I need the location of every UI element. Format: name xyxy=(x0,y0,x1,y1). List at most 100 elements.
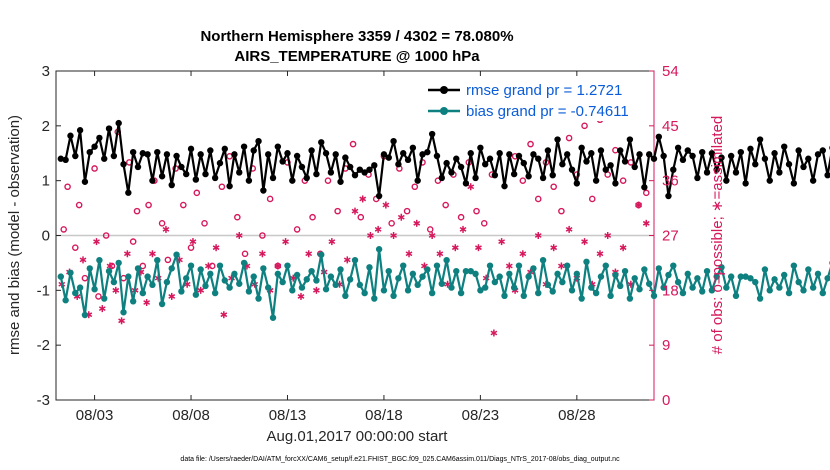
rmse-point xyxy=(679,156,687,164)
rmse-point xyxy=(592,177,600,184)
bias-point xyxy=(670,262,677,269)
bias-point xyxy=(149,281,156,289)
bias-point xyxy=(597,273,605,280)
bias-point xyxy=(448,284,455,291)
x-tick-label: 08/18 xyxy=(365,407,403,424)
bias-point xyxy=(173,251,180,258)
bias-point xyxy=(433,262,441,269)
bias-point xyxy=(91,286,98,293)
y-tick-label: 1 xyxy=(42,173,50,190)
rmse-point xyxy=(776,169,783,176)
bias-point xyxy=(139,289,147,297)
rmse-point xyxy=(293,152,301,160)
rmse-point xyxy=(737,148,745,156)
rmse-point xyxy=(506,151,513,158)
rmse-point xyxy=(332,151,339,158)
rmse-point xyxy=(264,151,272,158)
obs-possible-point xyxy=(480,220,488,227)
obs-possible-point xyxy=(81,274,89,282)
rmse-point xyxy=(486,155,494,162)
obs-assimilated-point xyxy=(351,207,359,215)
bias-point xyxy=(462,267,470,275)
obs-assimilated-point xyxy=(367,232,374,239)
rmse-point xyxy=(327,169,335,176)
obs-possible-point xyxy=(259,232,266,239)
bias-point xyxy=(612,271,619,279)
bias-point xyxy=(158,300,166,308)
obs-possible-point xyxy=(324,177,332,184)
rmse-point xyxy=(342,154,349,161)
rmse-point xyxy=(443,159,450,167)
rmse-point xyxy=(496,150,503,157)
rmse-point xyxy=(404,156,412,164)
bias-point xyxy=(824,275,830,282)
bias-point xyxy=(264,284,272,291)
rmse-point xyxy=(809,177,817,184)
rmse-point xyxy=(742,180,749,187)
bias-point xyxy=(776,284,783,291)
obs-assimilated-point xyxy=(168,292,176,300)
rmse-point xyxy=(322,150,330,157)
rmse-point xyxy=(144,151,151,158)
bias-point xyxy=(424,266,431,273)
bias-point xyxy=(737,273,745,280)
rmse-point xyxy=(86,148,93,156)
obs-possible-point xyxy=(550,183,557,191)
bias-point xyxy=(231,270,238,278)
bias-point xyxy=(568,287,576,294)
bias-point xyxy=(602,262,609,269)
bias-point xyxy=(781,271,788,279)
legend: rmse grand pr = 1.2721 bias grand pr = -… xyxy=(418,76,652,121)
obs-possible-point xyxy=(642,189,650,197)
rmse-point xyxy=(163,151,171,158)
bias-point xyxy=(578,295,585,302)
obs-assimilated-point xyxy=(79,256,87,264)
obs-assimilated-point xyxy=(596,250,604,258)
rmse-point xyxy=(563,151,571,158)
rmse-point xyxy=(318,139,325,146)
rmse-point xyxy=(173,152,180,160)
bias-point xyxy=(380,287,388,294)
bias-point xyxy=(477,287,484,294)
bias-point xyxy=(592,289,600,297)
bias-point xyxy=(510,284,518,291)
rmse-point xyxy=(250,147,257,154)
obs-assimilated-point xyxy=(259,250,266,258)
legend-rmse-label: rmse grand pr = 1.2721 xyxy=(466,82,622,99)
bias-point xyxy=(81,311,89,319)
bias-point xyxy=(621,267,629,275)
rmse-point xyxy=(207,147,214,154)
bias-point xyxy=(187,262,195,269)
rmse-point xyxy=(226,182,233,190)
rmse-point xyxy=(139,150,147,157)
obs-assimilated-point xyxy=(274,262,282,270)
rmse-point xyxy=(617,147,624,154)
rmse-point xyxy=(308,147,315,154)
rmse-point xyxy=(761,155,769,162)
rmse-point xyxy=(539,174,547,182)
rmse-point xyxy=(274,143,282,150)
bias-point xyxy=(260,265,267,272)
obs-possible-point xyxy=(60,226,68,233)
obs-assimilated-point xyxy=(212,244,220,252)
rmse-point xyxy=(361,169,368,176)
rmse-point xyxy=(371,162,378,169)
bias-point xyxy=(293,271,301,279)
obs-possible-point xyxy=(91,165,98,172)
bias-point xyxy=(665,271,672,279)
obs-possible-point xyxy=(187,244,195,251)
bias-point xyxy=(101,295,108,302)
rmse-point xyxy=(689,152,696,160)
bias-point xyxy=(530,265,537,272)
obs-assimilated-point xyxy=(635,201,642,209)
rmse-point xyxy=(129,148,137,156)
rmse-point xyxy=(115,119,122,127)
obs-assimilated-point xyxy=(374,225,382,233)
rmse-point xyxy=(438,174,446,182)
bias-point xyxy=(115,259,122,267)
rmse-point xyxy=(192,176,200,183)
rmse-point xyxy=(125,189,132,196)
rmse-point xyxy=(240,143,248,150)
bias-point xyxy=(752,278,759,286)
